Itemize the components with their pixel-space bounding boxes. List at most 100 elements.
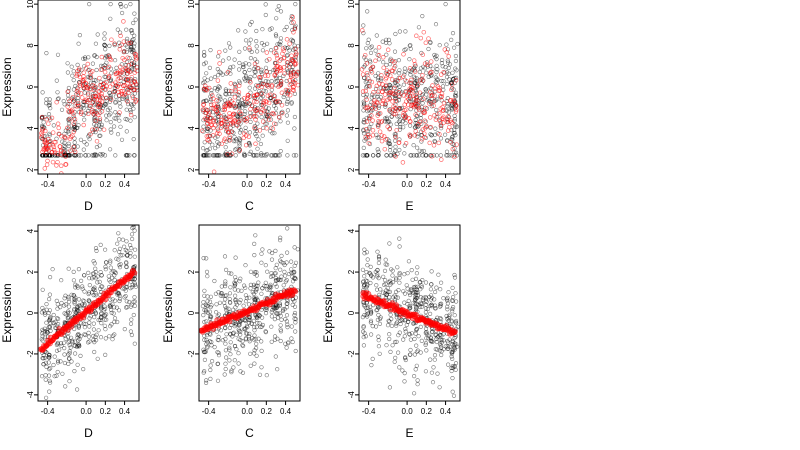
fitted-point [252, 125, 257, 131]
observed-point [46, 355, 51, 360]
fitted-point [65, 125, 70, 131]
observed-point [215, 350, 220, 355]
observed-point [81, 367, 86, 372]
observed-point [238, 116, 243, 121]
observed-point [408, 46, 413, 51]
y-tick-label: 4 [187, 126, 196, 131]
observed-point [366, 37, 371, 42]
fitted-point [117, 64, 123, 70]
x-axis-title: D [84, 199, 93, 213]
observed-point [240, 105, 245, 110]
observed-point [385, 323, 391, 328]
fitted-point [133, 55, 139, 60]
observed-point [253, 233, 258, 238]
fitted-point [278, 81, 284, 87]
observed-point [375, 91, 380, 96]
observed-point [274, 33, 279, 39]
observed-point [269, 309, 274, 315]
observed-point [279, 253, 284, 258]
fitted-point [65, 104, 70, 109]
fitted-point [97, 104, 102, 109]
observed-point [224, 308, 229, 313]
observed-point [292, 126, 297, 131]
observed-point [365, 257, 370, 262]
fitted-point [76, 66, 82, 72]
observed-point [417, 69, 422, 75]
fitted-point [99, 54, 105, 60]
fitted-point [375, 124, 381, 129]
observed-point [364, 306, 369, 311]
observed-point [402, 371, 407, 376]
observed-point [259, 40, 265, 46]
fitted-point [255, 83, 261, 89]
observed-point [390, 268, 395, 273]
fitted-point [206, 138, 212, 143]
fitted-point [436, 88, 442, 94]
observed-point [73, 295, 78, 300]
fitted-point [128, 112, 134, 118]
observed-point [277, 41, 282, 46]
observed-point [207, 299, 213, 304]
observed-point [368, 318, 374, 323]
observed-point [281, 94, 286, 100]
observed-point [99, 124, 104, 130]
observed-point [227, 88, 232, 93]
observed-point [240, 339, 245, 344]
observed-point [55, 340, 61, 346]
fitted-point [74, 71, 80, 77]
observed-point [377, 351, 382, 356]
observed-point [406, 298, 411, 304]
observed-point [255, 146, 260, 151]
fitted-point [364, 70, 370, 76]
fitted-point [246, 134, 252, 140]
observed-point [52, 354, 57, 359]
fitted-point [114, 84, 120, 90]
observed-point [361, 30, 366, 36]
fitted-point [453, 78, 459, 83]
observed-point [93, 246, 99, 251]
observed-point [73, 285, 78, 290]
observed-point [117, 298, 122, 304]
observed-point [214, 153, 219, 158]
fitted-point [287, 41, 292, 46]
observed-point [248, 286, 253, 291]
observed-point [269, 26, 274, 31]
observed-point [120, 253, 125, 258]
observed-point [408, 337, 414, 342]
observed-point [423, 295, 428, 300]
observed-point [201, 300, 206, 305]
observed-point [215, 144, 221, 149]
observed-point [254, 273, 259, 278]
observed-point [108, 279, 113, 285]
observed-point [375, 94, 380, 99]
observed-point [392, 359, 397, 364]
observed-point [128, 321, 134, 326]
observed-point [48, 366, 53, 371]
observed-point [93, 266, 98, 271]
fitted-point [273, 45, 279, 51]
observed-point [254, 153, 259, 158]
observed-point [380, 39, 385, 44]
observed-point [90, 129, 96, 134]
observed-point [367, 141, 373, 147]
fitted-point [407, 66, 413, 71]
observed-point [61, 99, 66, 104]
observed-point [114, 256, 119, 261]
observed-point [58, 359, 63, 364]
observed-point [401, 337, 406, 342]
observed-point [48, 321, 53, 326]
observed-point [218, 94, 223, 100]
fitted-point [46, 121, 51, 126]
fitted-point [49, 115, 55, 121]
observed-point [41, 362, 46, 367]
observed-point [237, 67, 242, 72]
observed-point [293, 276, 298, 281]
fitted-point [69, 108, 74, 114]
fitted-point [222, 106, 228, 112]
observed-point [99, 153, 104, 158]
observed-point [108, 93, 113, 98]
observed-point [205, 126, 210, 131]
observed-point [65, 102, 70, 107]
observed-point [82, 56, 88, 62]
observed-point [361, 145, 366, 150]
